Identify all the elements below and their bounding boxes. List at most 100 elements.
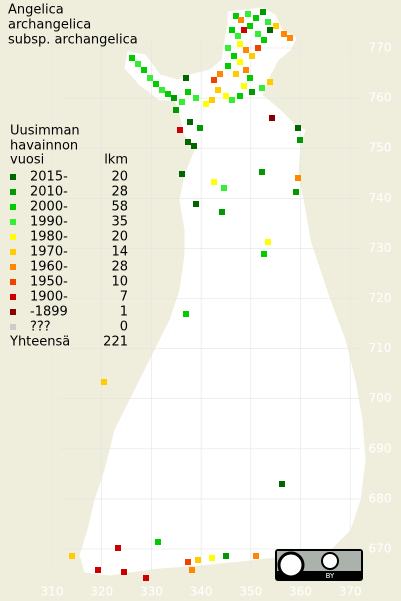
- y-coordinate-label: 740: [369, 191, 392, 205]
- occurrence: [249, 89, 255, 95]
- occurrence: [259, 169, 265, 175]
- occurrence: [185, 89, 191, 95]
- occurrence: [238, 17, 244, 23]
- occurrence: [265, 19, 271, 25]
- occurrence: [241, 83, 247, 89]
- occurrence: [115, 545, 121, 551]
- occurrence: [185, 559, 191, 565]
- legend-count: 20: [111, 230, 128, 245]
- occurrence: [265, 239, 271, 245]
- occurrence: [219, 209, 225, 215]
- legend-period: 1970-: [30, 245, 68, 260]
- occurrence: [229, 27, 235, 33]
- y-coordinate-label: 700: [369, 391, 392, 405]
- legend-swatch: [10, 324, 16, 330]
- legend-period: 1900-: [30, 290, 68, 305]
- occurrence: [217, 71, 223, 77]
- legend-period: ???: [30, 320, 51, 335]
- occurrence: [179, 99, 185, 105]
- occurrence: [269, 115, 275, 121]
- occurrence: [215, 87, 221, 93]
- occurrence: [279, 481, 285, 487]
- legend-swatch: [10, 249, 16, 255]
- legend-period: 1950-: [30, 275, 68, 290]
- occurrence: [193, 201, 199, 207]
- occurrence: [233, 13, 239, 19]
- occurrence: [267, 27, 273, 33]
- occurrence: [211, 179, 217, 185]
- occurrence: [101, 379, 107, 385]
- y-coordinate-label: 690: [369, 441, 392, 455]
- occurrence: [281, 31, 287, 37]
- legend-total: 221: [103, 335, 128, 350]
- x-coordinate-label: 370: [339, 585, 362, 599]
- y-coordinate-label: 760: [369, 91, 392, 105]
- legend-swatch: [10, 189, 16, 195]
- license-label: BY: [326, 572, 335, 580]
- occurrence: [159, 87, 165, 93]
- legend-count: 58: [111, 200, 128, 215]
- title-line: Angelica: [8, 3, 64, 18]
- legend-period: 1990-: [30, 215, 68, 230]
- occurrence: [247, 75, 253, 81]
- occurrence: [233, 71, 239, 77]
- y-coordinate-label: 670: [369, 542, 392, 556]
- occurrence: [183, 75, 189, 81]
- occurrence: [295, 125, 301, 131]
- legend-count: 28: [111, 260, 128, 275]
- cc-logo: [277, 551, 305, 579]
- legend-header: Uusimman: [10, 124, 80, 139]
- x-coordinate-label: 310: [41, 585, 64, 599]
- legend-swatch: [10, 204, 16, 210]
- occurrence: [223, 93, 229, 99]
- occurrence: [229, 97, 235, 103]
- occurrence: [261, 37, 267, 43]
- legend-count: 7: [120, 290, 128, 305]
- x-coordinate-label: 320: [90, 585, 113, 599]
- occurrence: [243, 47, 249, 53]
- occurrence: [183, 311, 189, 317]
- y-coordinate-label: 710: [369, 341, 392, 355]
- legend-count: 28: [111, 185, 128, 200]
- occurrence: [225, 45, 231, 51]
- occurrence: [203, 101, 209, 107]
- legend-count: 20: [111, 170, 128, 185]
- legend-swatch: [10, 264, 16, 270]
- occurrence: [255, 31, 261, 37]
- occurrence: [259, 85, 265, 91]
- occurrence: [223, 553, 229, 559]
- occurrence: [95, 567, 101, 573]
- occurrence: [141, 67, 147, 73]
- x-coordinate-label: 340: [190, 585, 213, 599]
- occurrence: [121, 569, 127, 575]
- x-coordinate-label: 330: [140, 585, 163, 599]
- legend-swatch: [10, 234, 16, 240]
- by-logo: [321, 552, 339, 570]
- occurrence: [177, 127, 183, 133]
- legend-swatch: [10, 294, 16, 300]
- occurrence: [209, 555, 215, 561]
- title-line: subsp. archangelica: [8, 33, 138, 48]
- occurrence: [237, 93, 243, 99]
- legend-count: 14: [111, 245, 128, 260]
- occurrence: [295, 175, 301, 181]
- occurrence: [129, 55, 135, 61]
- title-line: archangelica: [8, 18, 91, 33]
- legend-period: -1899: [30, 305, 68, 320]
- occurrence: [143, 575, 149, 581]
- occurrence: [179, 171, 185, 177]
- occurrence: [260, 9, 266, 15]
- occurrence: [155, 539, 161, 545]
- legend-period: 1980-: [30, 230, 68, 245]
- occurrence: [221, 185, 227, 191]
- legend-period-heading: vuosi: [10, 153, 44, 168]
- occurrence: [191, 143, 197, 149]
- occurrence: [235, 33, 241, 39]
- legend-count: 1: [120, 305, 128, 320]
- occurrence: [225, 63, 231, 69]
- legend-period: 2010-: [30, 185, 68, 200]
- license-badge: BY: [275, 549, 363, 581]
- legend-count: 10: [111, 275, 128, 290]
